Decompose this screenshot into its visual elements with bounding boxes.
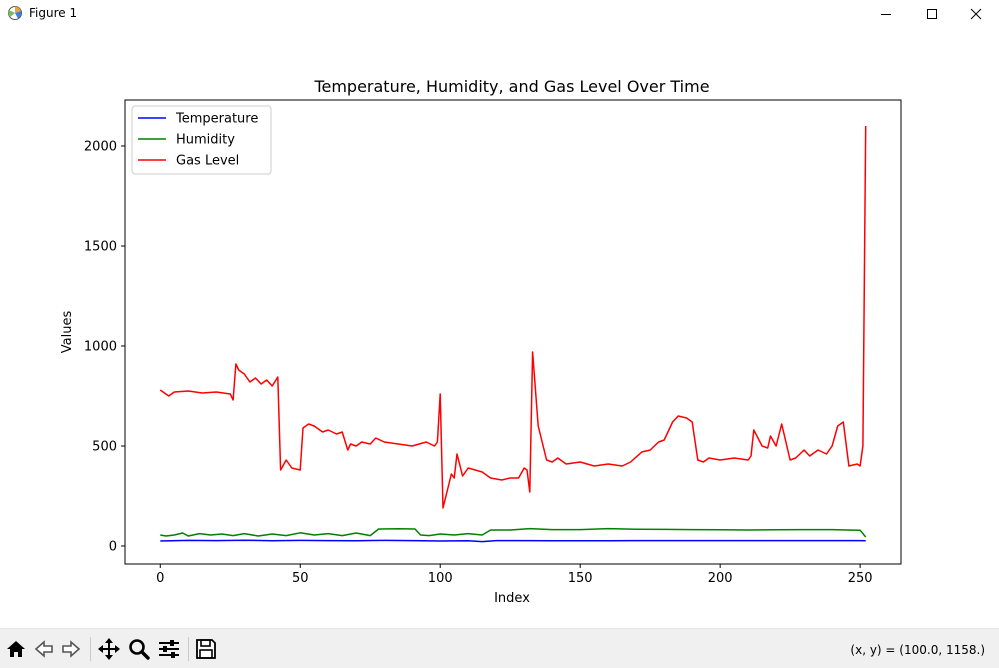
zoom-button[interactable] (127, 637, 151, 661)
window-titlebar: Figure 1 (0, 0, 999, 27)
figure-canvas[interactable]: Temperature, Humidity, and Gas Level Ove… (0, 27, 999, 627)
y-tick-label: 2000 (84, 140, 117, 155)
cursor-coordinates: (x, y) = (100.0, 1158.) (850, 643, 985, 657)
x-axis-label: Index (494, 591, 530, 606)
series-line-gas-level (159, 125, 867, 509)
close-icon (970, 8, 982, 19)
forward-button[interactable] (59, 637, 83, 661)
maximize-icon (927, 8, 937, 19)
pan-icon (98, 638, 120, 660)
back-button[interactable] (32, 637, 56, 661)
series-line-temperature (160, 539, 866, 543)
close-button[interactable] (953, 0, 999, 27)
matplotlib-app-icon (7, 5, 23, 21)
x-tick-label: 50 (292, 571, 309, 586)
y-tick-label: 500 (92, 440, 117, 455)
legend-label: Humidity (176, 133, 235, 148)
toolbar-separator (188, 637, 189, 661)
legend: Temperature Humidity Gas Level (131, 105, 272, 175)
chart-title: Temperature, Humidity, and Gas Level Ove… (313, 77, 709, 96)
minimize-button[interactable] (863, 0, 909, 27)
line-chart: Temperature, Humidity, and Gas Level Ove… (60, 77, 902, 606)
x-tick-label: 200 (708, 571, 733, 586)
plot-lines (159, 125, 867, 543)
window-title: Figure 1 (29, 6, 78, 20)
series-line-humidity (160, 527, 867, 538)
back-icon (34, 640, 53, 658)
x-tick-label: 100 (428, 571, 453, 586)
maximize-button[interactable] (909, 0, 955, 27)
legend-box (131, 105, 272, 175)
toolbar-separator (90, 637, 91, 661)
y-tick-label: 1500 (84, 240, 117, 255)
pan-button[interactable] (97, 637, 121, 661)
home-icon (7, 641, 25, 657)
navigation-toolbar: (x, y) = (100.0, 1158.) (0, 628, 999, 668)
x-tick-label: 250 (848, 571, 873, 586)
forward-icon (62, 640, 81, 658)
configure-subplots-button[interactable] (157, 637, 181, 661)
y-tick-label: 0 (109, 540, 117, 555)
zoom-icon (129, 639, 150, 660)
legend-label: Temperature (175, 112, 258, 127)
save-button[interactable] (194, 637, 218, 661)
home-button[interactable] (4, 637, 28, 661)
axes-frame (124, 99, 902, 565)
x-tick-label: 150 (568, 571, 593, 586)
y-axis-ticks: 0 500 1000 1500 2000 (84, 140, 125, 555)
legend-label: Gas Level (176, 154, 239, 169)
y-tick-label: 1000 (84, 340, 117, 355)
x-tick-label: 0 (156, 571, 164, 586)
minimize-icon (881, 13, 891, 15)
save-icon (196, 639, 216, 659)
y-axis-label: Values (60, 311, 75, 354)
configure-icon (159, 640, 179, 658)
x-axis-ticks: 0 50 100 150 200 250 (156, 564, 873, 586)
